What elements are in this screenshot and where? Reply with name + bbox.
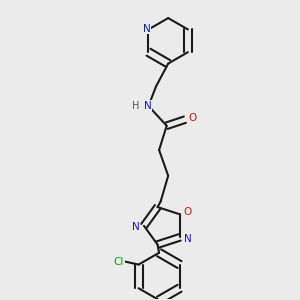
Text: Cl: Cl [114, 256, 124, 267]
Text: O: O [188, 113, 196, 123]
Text: O: O [183, 207, 191, 217]
Text: N: N [143, 23, 151, 34]
Text: N: N [132, 222, 139, 232]
Text: N: N [144, 101, 152, 111]
Text: H: H [132, 101, 140, 111]
Text: N: N [184, 234, 192, 244]
